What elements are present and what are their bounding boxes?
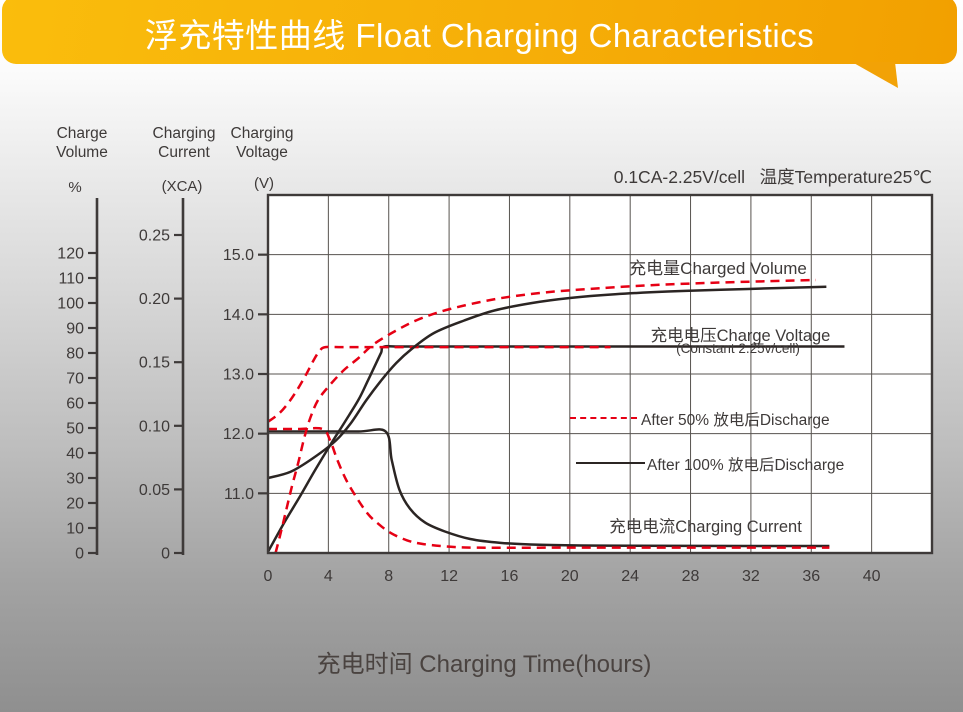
page-title: 浮充特性曲线 Float Charging Characteristics (144, 17, 815, 54)
tick-label: 50 (66, 421, 84, 438)
title-banner: 浮充特性曲线 Float Charging Characteristics (2, 0, 957, 64)
legend-label-after-50-discharge: After 50% 放电后Discharge (641, 412, 830, 429)
tick-label: 40 (66, 446, 84, 463)
tick-label: 40 (863, 568, 881, 585)
axis-title-charging-current: Charging Current (152, 125, 216, 161)
tick-label: 70 (66, 371, 84, 388)
curve-voltage_after_50 (267, 345, 611, 423)
axis-unit-xca: (XCA) (161, 178, 203, 195)
curve-volume_after_50 (274, 278, 816, 554)
tick-label: 4 (324, 568, 333, 585)
charge-voltage-curve-label: 充电电压Charge Voltage (650, 327, 831, 345)
tick-label: 0.25 (139, 228, 170, 245)
tick-label: 20 (561, 568, 579, 585)
tick-label: 0.20 (139, 291, 170, 308)
tick-label: 0.10 (139, 418, 170, 435)
legend-label-after-100-discharge: After 100% 放电后Discharge (647, 457, 845, 474)
tick-label: 32 (742, 568, 760, 585)
tick-label: 15.0 (223, 247, 254, 264)
tick-label: 14.0 (223, 307, 254, 324)
tick-label: 0.05 (139, 482, 170, 499)
tick-label: 60 (66, 396, 84, 413)
banner-tail-pointer (852, 62, 898, 88)
tick-label: 80 (66, 346, 84, 363)
tick-label: 36 (802, 568, 820, 585)
tick-label: 11.0 (224, 486, 254, 503)
legend-line-after-100-discharge (576, 462, 645, 464)
tick-label: 0 (75, 546, 84, 563)
tick-label: 0 (264, 568, 273, 585)
axis-unit-percent: % (68, 179, 82, 196)
curve-current_after_100 (267, 428, 830, 548)
legend-line-after-50-discharge (570, 417, 637, 419)
tick-label: 24 (621, 568, 639, 585)
tick-label: 20 (66, 496, 84, 513)
tick-label: 0 (161, 546, 170, 563)
tick-label: 12 (440, 568, 458, 585)
x-axis-title: 充电时间 Charging Time(hours) (316, 651, 652, 678)
tick-label: 13.0 (223, 367, 254, 384)
tick-label: 16 (501, 568, 519, 585)
curve-current_after_50 (268, 426, 830, 549)
tick-label: 90 (66, 321, 84, 338)
curve-volume_after_100 (267, 285, 827, 480)
tick-label: 28 (682, 568, 700, 585)
charging-current-curve-label: 充电电流Charging Current (609, 518, 802, 536)
tick-label: 30 (66, 471, 84, 488)
tick-label: 8 (384, 568, 393, 585)
charge-voltage-constant-label: (Constant 2.25v/cell) (676, 341, 800, 356)
tick-label: 120 (57, 246, 84, 263)
tick-label: 10 (66, 521, 84, 538)
axis-title-charging-voltage: Charging Voltage (230, 125, 294, 161)
test-condition-label: 0.1CA-2.25V/cell 温度Temperature25℃ (613, 167, 932, 187)
tick-label: 110 (58, 271, 84, 288)
axis-title-charge-volume: Charge Volume (56, 125, 108, 161)
tick-label: 100 (57, 296, 84, 313)
axis-unit-volt: (V) (254, 175, 274, 192)
charged-volume-curve-label: 充电量Charged Volume (629, 259, 807, 278)
tick-label: 12.0 (223, 426, 254, 443)
tick-label: 0.15 (139, 355, 170, 372)
